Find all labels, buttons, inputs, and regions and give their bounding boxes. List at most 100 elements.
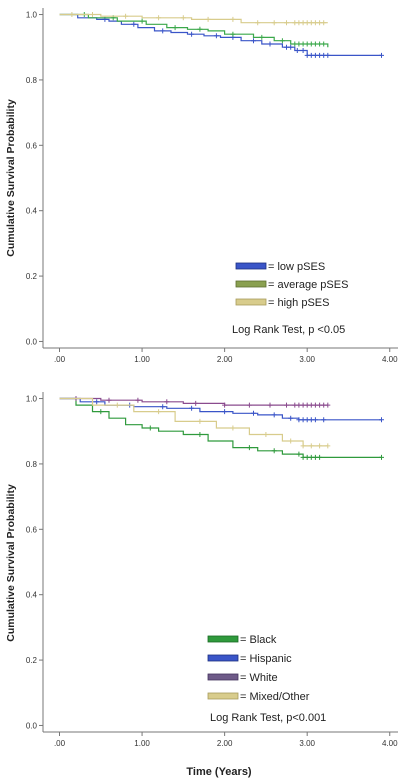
panel-2-ylabel: Cumulative Survival Probability xyxy=(5,484,17,642)
legend-swatch xyxy=(235,280,267,288)
censor-mark xyxy=(139,18,145,24)
legend-item: = White xyxy=(207,672,278,684)
censor-mark xyxy=(193,400,199,406)
censor-mark xyxy=(288,438,294,444)
censor-mark xyxy=(213,33,219,39)
censor-mark xyxy=(300,48,306,53)
y-tick-label: 1.0 xyxy=(26,395,38,404)
legend-item: = average pSES xyxy=(235,279,348,291)
censor-mark xyxy=(135,397,141,403)
y-tick-label: 0.6 xyxy=(26,525,38,534)
censor-mark xyxy=(98,409,104,415)
censor-mark xyxy=(189,31,195,37)
legend-swatch xyxy=(207,673,239,681)
censor-mark xyxy=(246,402,252,408)
x-tick-label: .00 xyxy=(54,739,66,748)
censor-mark xyxy=(160,28,166,34)
censor-mark xyxy=(222,409,228,415)
panel-2-series xyxy=(59,396,384,460)
y-tick-label: 0.0 xyxy=(26,721,38,730)
censor-mark xyxy=(106,397,112,403)
censor-mark xyxy=(312,417,318,423)
censor-mark xyxy=(321,41,327,47)
y-tick-label: 0.6 xyxy=(26,141,38,150)
censor-mark xyxy=(123,13,129,19)
legend-swatch xyxy=(235,262,267,270)
legend-item: = Black xyxy=(207,634,277,646)
censor-mark xyxy=(325,402,331,408)
panel-2-legend: = Black = Hispanic = White = Mixed/Other… xyxy=(207,634,326,724)
censor-mark xyxy=(205,16,211,22)
x-tick-label: 1.00 xyxy=(134,355,150,364)
censor-mark xyxy=(308,443,314,449)
censor-mark xyxy=(164,399,170,405)
censor-mark xyxy=(263,432,269,437)
censor-mark xyxy=(321,417,327,423)
x-tick-label: 1.00 xyxy=(134,739,150,748)
legend-label: = average pSES xyxy=(268,279,348,291)
legend-label: = White xyxy=(240,672,278,684)
censor-mark xyxy=(197,418,203,424)
censor-mark xyxy=(300,443,306,449)
censor-mark xyxy=(271,20,277,26)
censor-mark xyxy=(294,48,300,53)
legend-item: = low pSES xyxy=(235,261,325,273)
censor-mark xyxy=(325,443,331,449)
panel-1-series xyxy=(59,12,384,58)
censor-mark xyxy=(180,15,186,21)
legend-label: = Hispanic xyxy=(240,653,292,665)
censor-mark xyxy=(131,21,137,27)
censor-mark xyxy=(296,402,302,408)
censor-mark xyxy=(296,20,302,26)
censor-mark xyxy=(325,52,331,58)
censor-mark xyxy=(288,44,294,50)
x-tick-label: 4.00 xyxy=(382,355,398,364)
censor-mark xyxy=(321,20,327,26)
censor-mark xyxy=(296,41,302,47)
censor-mark xyxy=(317,454,323,460)
y-tick-label: 0.0 xyxy=(26,337,38,346)
x-tick-label: 3.00 xyxy=(299,739,315,748)
censor-mark xyxy=(255,20,261,26)
survival-line xyxy=(59,397,382,458)
censor-mark xyxy=(296,451,302,457)
censor-mark xyxy=(251,410,256,416)
legend-label: = Mixed/Other xyxy=(240,691,310,703)
legend-label: = low pSES xyxy=(268,261,325,273)
legend-label: = high pSES xyxy=(268,297,329,309)
legend-item: = Mixed/Other xyxy=(207,691,310,703)
censor-mark xyxy=(267,41,273,47)
censor-mark xyxy=(379,454,384,460)
y-tick-label: 0.8 xyxy=(26,460,38,469)
x-axis-label: Time (Years) xyxy=(186,766,252,778)
censor-mark xyxy=(312,52,318,58)
censor-mark xyxy=(267,402,273,408)
panel-1-axes: 0.0 0.2 0.4 0.6 0.8 1.0 .00 1.00 2.00 3.00 4.00 xyxy=(26,8,398,364)
censor-mark xyxy=(197,26,203,32)
censor-mark xyxy=(284,44,289,50)
censor-mark xyxy=(246,445,252,451)
censor-mark xyxy=(296,417,302,423)
panel-2-axes: 0.0 0.2 0.4 0.6 0.8 1.0 .00 1.00 2.00 3.00 4.00 xyxy=(26,392,398,748)
y-tick-label: 0.4 xyxy=(26,591,38,600)
censor-mark xyxy=(312,402,318,408)
censor-mark xyxy=(312,20,318,26)
censor-mark xyxy=(94,399,100,405)
panel-1-legend: = low pSES = average pSES = high pSES Lo… xyxy=(232,261,348,336)
survival-line xyxy=(59,13,382,56)
censor-mark xyxy=(114,402,120,408)
censor-mark xyxy=(197,432,203,437)
censor-mark xyxy=(379,52,384,58)
legend-label: = Black xyxy=(240,634,277,646)
survival-line xyxy=(59,13,329,48)
x-tick-label: 2.00 xyxy=(217,355,233,364)
censor-mark xyxy=(251,38,256,44)
censor-mark xyxy=(312,41,318,47)
censor-mark xyxy=(259,34,265,40)
censor-mark xyxy=(147,425,153,431)
x-tick-label: 2.00 xyxy=(217,739,233,748)
survival-line xyxy=(59,397,382,421)
censor-mark xyxy=(230,31,236,37)
y-tick-label: 0.8 xyxy=(26,76,38,85)
